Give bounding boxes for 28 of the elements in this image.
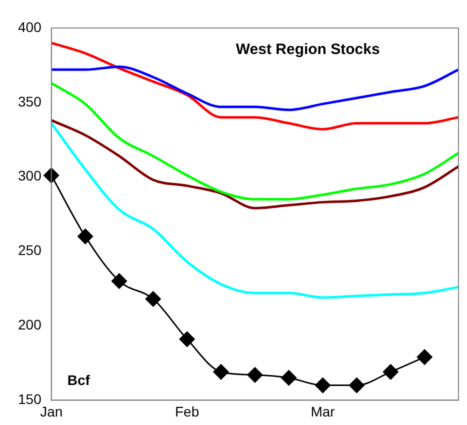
point <box>382 364 398 380</box>
point <box>416 349 432 365</box>
line-series <box>50 122 460 299</box>
point <box>315 378 331 394</box>
point <box>213 364 229 380</box>
point <box>348 378 364 394</box>
point <box>247 367 263 383</box>
point <box>44 168 60 184</box>
x-tick-label: Jan <box>40 403 63 420</box>
x-tick-label: Mar <box>310 403 336 420</box>
y-tick-label: 150 <box>18 391 42 408</box>
annotation: Bcf <box>67 372 90 388</box>
line-series <box>50 82 460 200</box>
point <box>111 273 127 289</box>
point <box>78 228 94 244</box>
y-tick-label: 250 <box>18 242 42 258</box>
point <box>179 331 195 347</box>
text: West Region Stocks <box>236 41 380 58</box>
point <box>281 370 297 386</box>
line-series <box>50 42 460 130</box>
x-tick-label: Feb <box>175 403 200 420</box>
y-tick-label: 350 <box>18 93 42 110</box>
point <box>145 291 161 307</box>
y-tick-label: 200 <box>18 316 42 333</box>
y-tick-label: 300 <box>18 168 42 184</box>
line-series <box>50 119 460 210</box>
y-tick-label: 400 <box>18 18 42 35</box>
line-series <box>50 65 460 112</box>
